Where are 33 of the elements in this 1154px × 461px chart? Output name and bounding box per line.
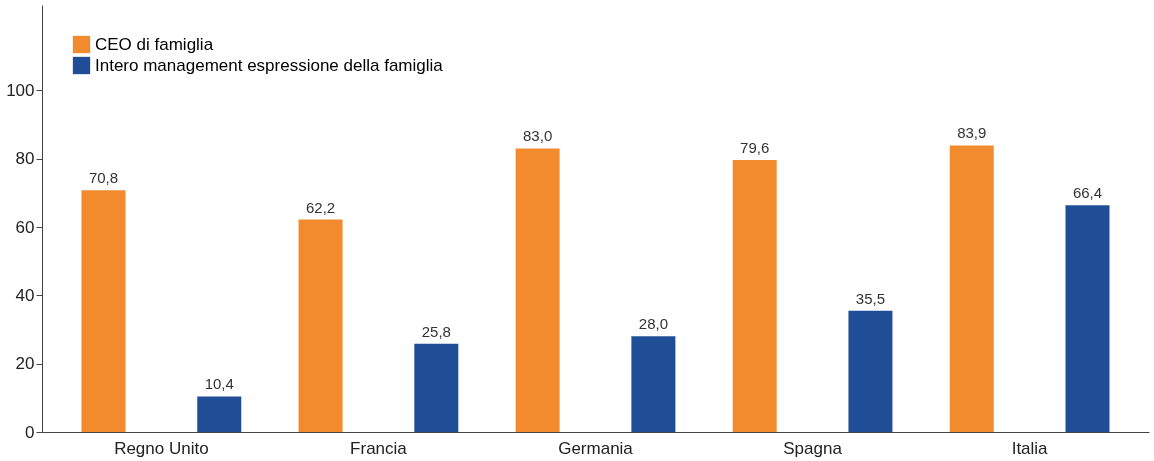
bar	[631, 336, 676, 432]
y-tick-label: 80	[15, 149, 35, 169]
bar	[414, 343, 459, 432]
y-tick-label: 40	[15, 285, 35, 305]
x-tick-label: Spagna	[783, 438, 843, 458]
bar	[1065, 205, 1110, 432]
y-tick-label: 100	[6, 80, 35, 100]
bar	[949, 145, 994, 432]
data-label: 25,8	[421, 322, 451, 340]
y-tick-label: 0	[25, 422, 35, 442]
data-label: 28,0	[638, 315, 668, 333]
data-label: 79,6	[740, 139, 770, 157]
legend-label: CEO di famiglia	[95, 34, 214, 54]
bar	[515, 148, 560, 432]
data-label: 66,4	[1072, 184, 1103, 202]
data-label: 62,2	[305, 198, 336, 216]
bar	[298, 219, 343, 432]
bar	[848, 310, 893, 432]
data-label: 10,4	[204, 375, 234, 393]
legend-label: Intero management espressione della famiglia	[95, 55, 444, 75]
x-tick-label: Italia	[1011, 438, 1049, 458]
x-tick-label: Francia	[350, 438, 408, 458]
data-label: 70,8	[88, 169, 119, 187]
x-tick-label: Regno Unito	[114, 438, 209, 458]
y-tick-label: 60	[15, 217, 35, 237]
bar	[197, 396, 242, 432]
bar	[81, 190, 126, 432]
x-tick-label: Germania	[558, 438, 634, 458]
y-tick-label: 20	[15, 354, 35, 374]
data-label: 83,9	[957, 124, 987, 142]
data-label: 83,0	[523, 127, 553, 145]
data-label: 35,5	[855, 289, 886, 307]
bar	[732, 160, 777, 432]
